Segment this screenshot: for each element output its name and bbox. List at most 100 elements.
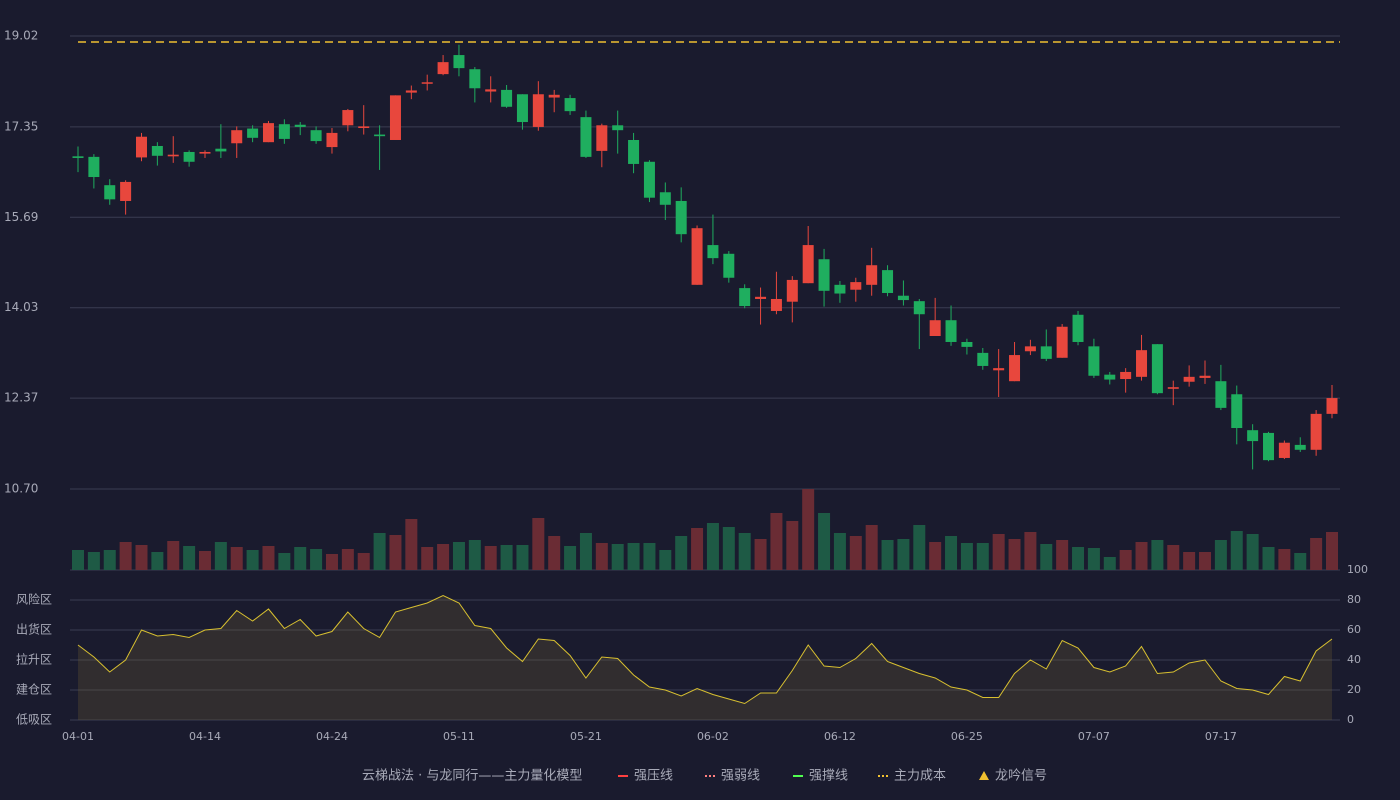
volume-bar	[151, 552, 164, 570]
legend-label: 强撑线	[809, 769, 848, 784]
volume-bar	[341, 549, 354, 570]
volume-bar	[849, 536, 862, 570]
volume-bar	[945, 536, 958, 570]
candle-body	[1263, 432, 1275, 461]
candle-body	[659, 192, 671, 205]
x-tick-label: 06-12	[824, 730, 856, 743]
candle-body	[1231, 394, 1243, 429]
volume-bar	[691, 528, 704, 570]
volume-bar	[611, 544, 624, 570]
candle-body	[1215, 381, 1227, 408]
volume-bar	[1135, 542, 1148, 570]
y-tick-label: 19.02	[4, 29, 38, 43]
legend-label: 主力成本	[894, 769, 946, 784]
y-tick-label: 14.03	[4, 300, 38, 314]
volume-bar	[1167, 545, 1180, 570]
volume-bar	[579, 533, 592, 570]
volume-bar	[405, 519, 418, 570]
candle-body	[1088, 346, 1100, 376]
legend-title: 云梯战法 · 与龙同行——主力量化模型	[362, 769, 582, 784]
candle-body	[1183, 376, 1195, 382]
volume-bar	[230, 547, 243, 570]
volume-bar	[484, 546, 497, 570]
candle-body	[199, 151, 211, 154]
candle-body	[1247, 430, 1259, 442]
volume-bar	[929, 542, 942, 570]
candle-body	[1278, 442, 1290, 458]
x-tick-label: 07-07	[1078, 730, 1110, 743]
volume-bar	[1056, 540, 1069, 570]
volume-bar	[818, 513, 831, 570]
volume-bar	[595, 543, 608, 570]
candle-body	[643, 161, 655, 198]
candle-body	[437, 62, 449, 75]
volume-bar	[833, 533, 846, 570]
volume-bar	[564, 546, 577, 570]
candle-body	[834, 284, 846, 294]
candle-body	[183, 151, 195, 162]
candle-body	[755, 296, 767, 299]
candle-body	[612, 125, 624, 131]
volume-bar	[1214, 540, 1227, 570]
volume-bar	[881, 540, 894, 570]
volume-bar	[1008, 539, 1021, 570]
candle-body	[882, 270, 894, 293]
candle-body	[1199, 375, 1211, 378]
candle-body	[1072, 314, 1084, 342]
volume-bar	[1230, 531, 1243, 570]
candle-body	[850, 282, 862, 290]
candle-body	[1009, 355, 1021, 382]
candle-body	[818, 259, 830, 291]
volume-bar	[167, 541, 180, 570]
candle-body	[72, 156, 84, 158]
oscillator-tick-label: 60	[1347, 623, 1361, 636]
volume-bar	[659, 550, 672, 570]
candle-body	[1136, 350, 1148, 377]
volume-bar	[214, 542, 227, 570]
candle-body	[564, 98, 576, 112]
candle-body	[247, 128, 259, 138]
volume-bar	[119, 542, 132, 570]
oscillator-tick-label: 40	[1347, 653, 1361, 666]
candle-body	[945, 320, 957, 342]
candle-body	[770, 298, 782, 311]
volume-bar	[357, 553, 370, 570]
x-tick-label: 04-14	[189, 730, 221, 743]
oscillator-line	[77, 594, 1333, 705]
volume-bar	[722, 527, 735, 570]
oscillator-tick-label: 0	[1347, 713, 1354, 726]
candle-body	[929, 320, 941, 337]
candle-body	[628, 139, 640, 164]
volume-bar	[1326, 532, 1338, 570]
candle-body	[135, 136, 147, 158]
x-tick-label: 05-11	[443, 730, 475, 743]
volume-bar	[373, 533, 386, 570]
candle-body	[469, 69, 481, 89]
candle-body	[88, 156, 100, 178]
candle-body	[802, 245, 814, 284]
volume-bar	[389, 535, 402, 570]
volume-bar	[262, 546, 275, 570]
oscillator-tick-label: 80	[1347, 593, 1361, 606]
oscillator-area	[78, 595, 1332, 720]
legend-label: 龙吟信号	[995, 768, 1047, 784]
candle-body	[675, 200, 687, 235]
volume-bar	[786, 521, 799, 570]
volume-bar	[1310, 538, 1323, 570]
oscillator-tick-label: 20	[1347, 683, 1361, 696]
volume-bar	[913, 525, 926, 570]
volume-bar	[103, 550, 116, 570]
volume-bar	[976, 543, 989, 570]
volume-bar	[135, 545, 148, 570]
volume-bar	[1103, 557, 1116, 570]
x-tick-label: 04-01	[62, 730, 94, 743]
volume-bar	[1072, 547, 1085, 570]
candle-body	[501, 89, 513, 107]
candle-body	[310, 130, 322, 142]
volume-bar	[643, 543, 656, 570]
volume-bar	[1119, 550, 1132, 570]
candle-body	[1294, 444, 1306, 450]
volume-bar	[802, 489, 815, 570]
candle-body	[231, 130, 243, 144]
